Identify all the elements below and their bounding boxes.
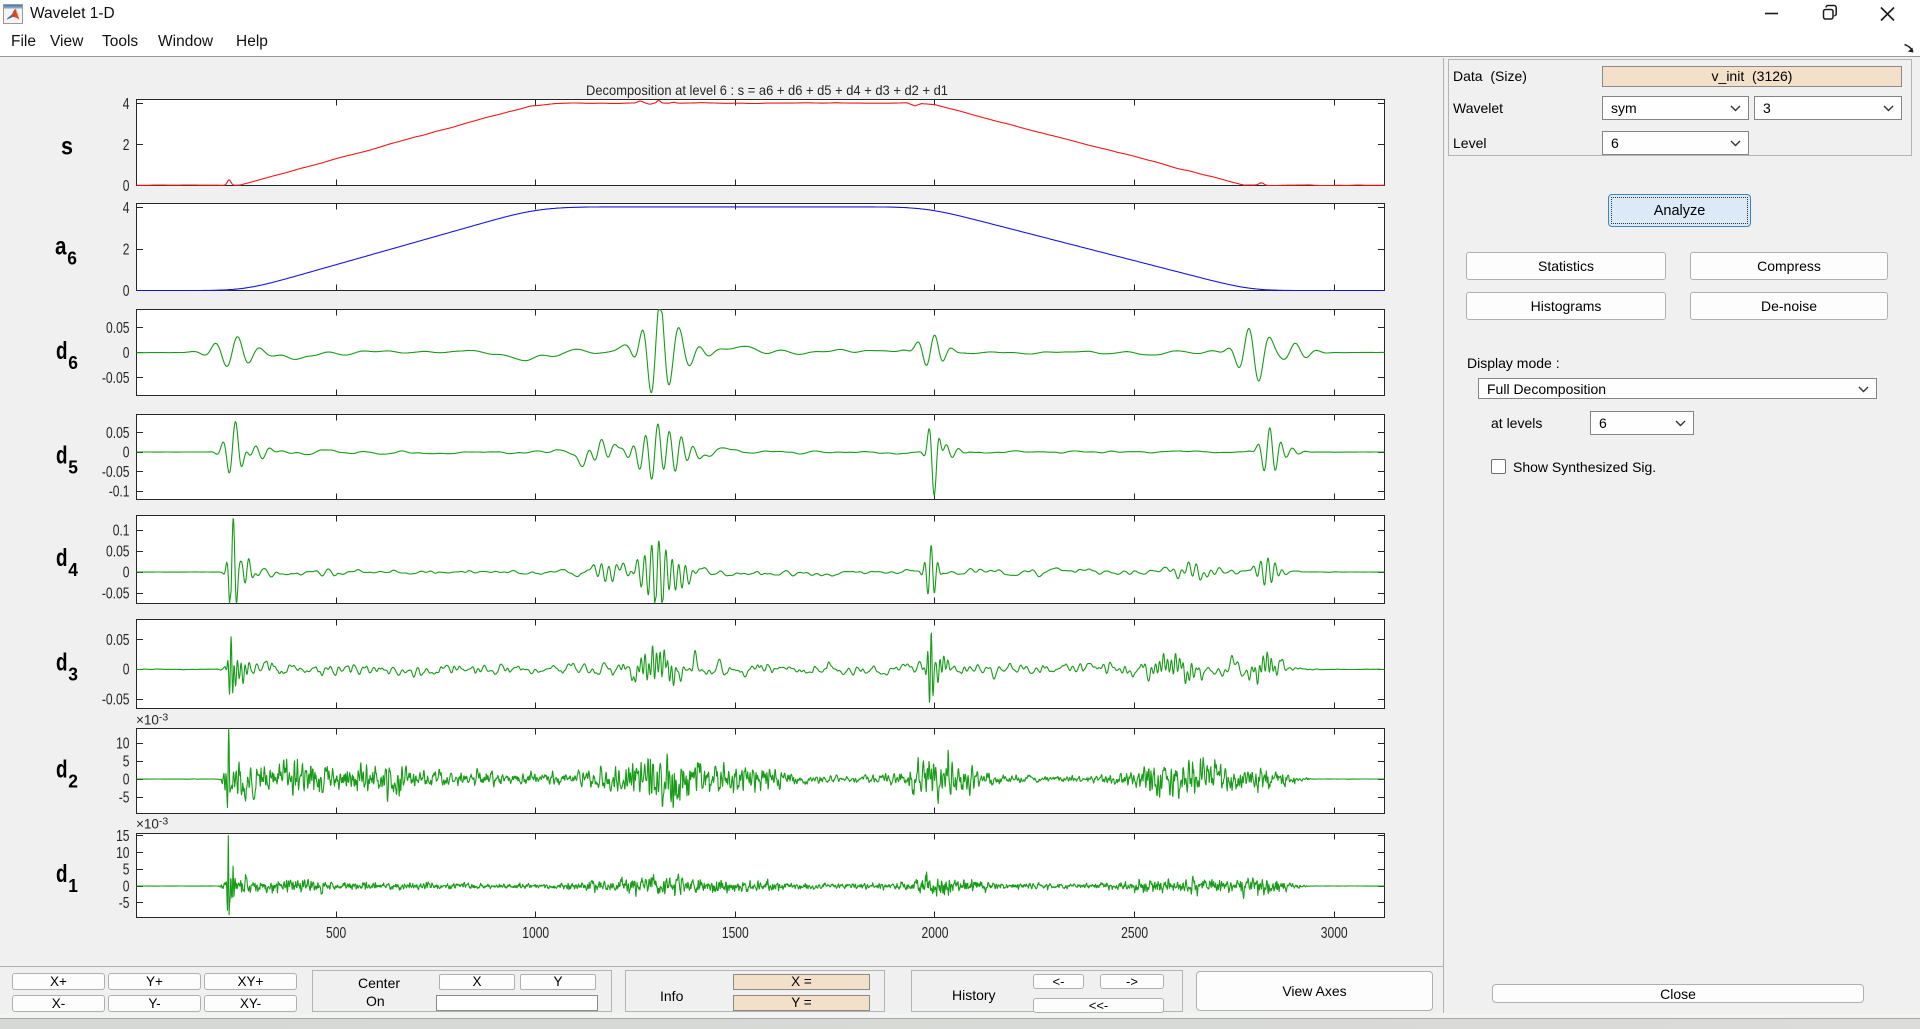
svg-text:1000: 1000 (522, 925, 549, 942)
svg-text:d: d (56, 860, 68, 888)
svg-text:-0.05: -0.05 (102, 585, 130, 602)
svg-text:0.05: 0.05 (106, 632, 130, 649)
svg-text:15: 15 (116, 828, 129, 845)
svg-text:0.05: 0.05 (106, 425, 130, 442)
svg-text:s: s (61, 133, 73, 161)
svg-text:d: d (56, 544, 68, 572)
svg-text:-0.1: -0.1 (109, 483, 130, 500)
svg-text:0: 0 (123, 345, 130, 362)
svg-text:-0.05: -0.05 (102, 464, 130, 481)
svg-text:0: 0 (123, 178, 130, 195)
svg-text:0: 0 (123, 662, 130, 679)
svg-text:500: 500 (326, 925, 346, 942)
svg-text:d: d (56, 337, 68, 365)
svg-text:4: 4 (123, 96, 130, 113)
svg-text:1: 1 (68, 876, 78, 896)
svg-text:4: 4 (68, 560, 78, 580)
svg-text:×10-3: ×10-3 (136, 816, 168, 832)
svg-text:0: 0 (123, 771, 130, 788)
svg-text:5: 5 (123, 753, 130, 770)
svg-text:0.05: 0.05 (106, 543, 130, 560)
svg-text:-5: -5 (119, 789, 130, 806)
svg-text:3: 3 (68, 665, 78, 685)
svg-text:10: 10 (116, 845, 130, 862)
svg-text:0: 0 (123, 564, 130, 581)
svg-text:-0.05: -0.05 (102, 370, 130, 387)
svg-text:0: 0 (123, 283, 130, 300)
svg-text:0: 0 (123, 878, 130, 895)
svg-text:5: 5 (123, 862, 130, 879)
svg-text:4: 4 (123, 200, 130, 217)
svg-text:3000: 3000 (1321, 925, 1348, 942)
svg-text:1500: 1500 (722, 925, 749, 942)
svg-text:×10-3: ×10-3 (136, 712, 168, 728)
svg-text:d: d (56, 756, 68, 784)
svg-text:-0.05: -0.05 (102, 691, 130, 708)
svg-text:0: 0 (123, 444, 130, 461)
svg-text:2: 2 (123, 137, 130, 154)
svg-text:a: a (55, 233, 67, 261)
svg-text:6: 6 (67, 249, 77, 269)
svg-text:2: 2 (68, 772, 78, 792)
svg-text:6: 6 (68, 353, 78, 373)
svg-text:10: 10 (116, 736, 130, 753)
svg-text:d: d (56, 442, 68, 470)
svg-text:0.1: 0.1 (113, 523, 130, 540)
svg-text:2500: 2500 (1121, 925, 1148, 942)
svg-text:5: 5 (68, 458, 78, 478)
svg-text:d: d (56, 649, 68, 677)
svg-text:Decomposition at level 6 : s =: Decomposition at level 6 : s = a6 + d6 +… (586, 82, 948, 98)
svg-text:2000: 2000 (922, 925, 949, 942)
svg-text:-5: -5 (119, 895, 130, 912)
svg-text:0.05: 0.05 (106, 320, 130, 337)
svg-text:2: 2 (123, 241, 130, 258)
